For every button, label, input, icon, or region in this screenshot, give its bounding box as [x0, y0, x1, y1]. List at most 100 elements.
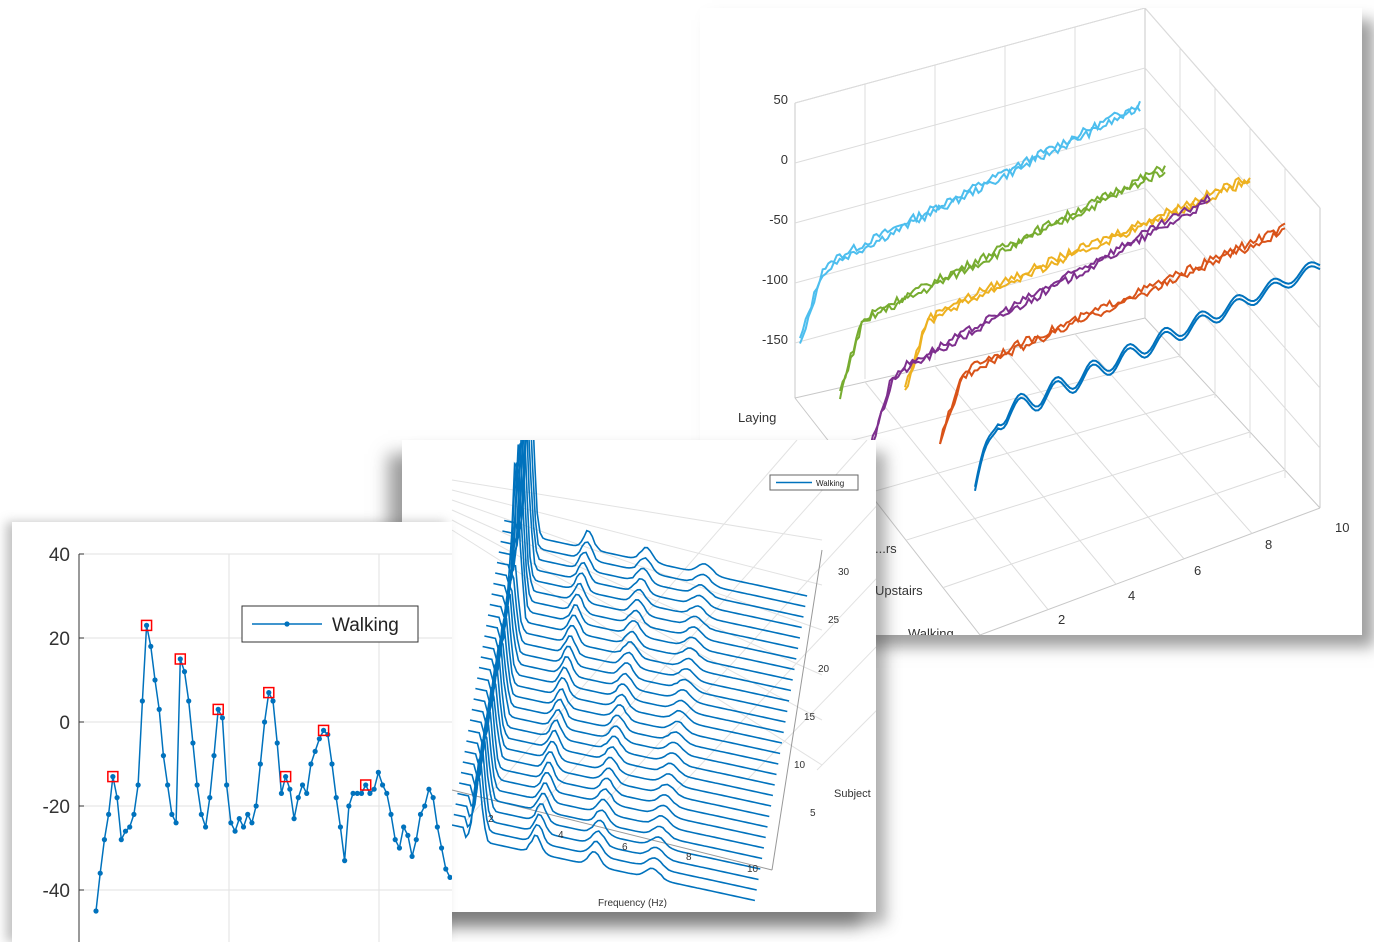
data-point — [278, 790, 285, 796]
y-tick-label: 5 — [810, 808, 816, 819]
data-point — [215, 706, 221, 712]
subject-trace — [504, 440, 808, 597]
data-point — [257, 761, 263, 767]
data-point — [224, 782, 230, 788]
grid-line — [451, 479, 823, 541]
grid-line — [1144, 67, 1321, 269]
grid-line — [536, 440, 868, 811]
data-point — [169, 811, 175, 817]
data-point — [93, 908, 99, 914]
grid-line — [1144, 187, 1321, 389]
x-tick-label: 2 — [488, 814, 494, 825]
data-point — [110, 774, 116, 780]
data-point — [211, 753, 217, 759]
subject-trace — [466, 686, 770, 818]
y-tick-label: 30 — [838, 567, 850, 578]
data-point — [118, 837, 124, 843]
data-point — [354, 790, 360, 796]
peak-marker — [317, 724, 330, 737]
y-tick-label: Upstairs — [875, 583, 923, 598]
subject-trace — [453, 758, 757, 891]
peak-marker — [107, 770, 119, 783]
subject-trace — [487, 564, 792, 692]
data-point — [438, 845, 445, 851]
data-point — [152, 677, 158, 683]
y-tick-label: -20 — [43, 797, 70, 818]
data-point — [316, 736, 322, 742]
data-point — [405, 832, 411, 838]
y-tick-label: 20 — [49, 629, 70, 650]
grid-line — [1144, 8, 1321, 209]
data-point — [379, 782, 386, 788]
y-tick-label: -40 — [43, 881, 70, 902]
data-point — [240, 824, 247, 830]
data-point — [443, 866, 449, 872]
subject-trace — [495, 441, 799, 650]
grid-line — [868, 393, 1216, 494]
data-point — [337, 824, 344, 830]
x-tick-label: 8 — [686, 852, 692, 863]
subject-trace — [498, 440, 802, 629]
box-edge — [794, 317, 1146, 399]
data-point — [299, 782, 306, 788]
data-point — [333, 795, 339, 801]
data-point — [270, 698, 276, 704]
data-point — [312, 748, 318, 754]
y-tick-label: 40 — [49, 545, 70, 566]
data-point — [127, 824, 133, 830]
peak-marker — [212, 703, 224, 716]
y-axis-line — [771, 549, 823, 871]
data-point — [245, 811, 251, 817]
data-point — [202, 824, 209, 830]
data-point — [101, 837, 108, 843]
z-tick-label: 0 — [781, 152, 788, 167]
x-axis-label: Frequency (Hz) — [598, 898, 667, 909]
walking-spectrum-svg: 40 20 0 -20 -40 Walking — [43, 545, 452, 942]
data-point — [325, 732, 331, 738]
subject-trace — [493, 444, 797, 660]
data-point — [207, 795, 213, 801]
x-tick-label: 2 — [1058, 612, 1065, 627]
data-point — [173, 820, 179, 826]
data-point — [156, 706, 162, 712]
series-line-sitting — [839, 165, 1166, 392]
data-point — [329, 761, 335, 767]
subject-trace — [478, 617, 783, 744]
subject-trace — [471, 658, 775, 786]
data-point — [274, 740, 280, 746]
subject-trace — [462, 711, 766, 839]
data-point — [320, 727, 327, 733]
series-line-laying — [799, 100, 1141, 339]
y-axis-label: Subject — [834, 788, 871, 800]
data-point — [266, 690, 272, 696]
grid-line — [1144, 247, 1321, 449]
data-point — [287, 786, 293, 792]
data-point — [409, 853, 415, 859]
data-point — [143, 622, 150, 628]
legend-marker — [284, 621, 290, 627]
data-point — [346, 803, 352, 809]
data-point — [253, 803, 259, 809]
data-point — [160, 753, 167, 759]
y-tick-label: Walking — [908, 626, 954, 635]
data-point — [135, 782, 141, 788]
z-tick-label: -50 — [769, 212, 788, 227]
data-point — [384, 790, 390, 796]
subject-trace — [473, 644, 777, 776]
series-line-sitting — [839, 170, 1166, 400]
subject-trace — [469, 663, 774, 797]
subject-trace — [468, 676, 772, 807]
z-tick-label: -100 — [762, 272, 788, 287]
data-point — [236, 816, 242, 822]
data-point — [232, 828, 238, 834]
subject-trace — [475, 636, 779, 765]
data-point — [283, 774, 289, 780]
x-tick-label: 6 — [622, 842, 628, 853]
subject-trace — [451, 771, 756, 902]
x-tick-label: 4 — [1128, 588, 1135, 603]
subject-trace — [457, 739, 761, 870]
waterfall-chart: 2 4 6 8 10 5 10 15 20 25 30 Frequency (Hz) Subject Wa… — [402, 440, 876, 912]
series-line-walking — [974, 261, 1321, 488]
data-point — [249, 820, 255, 826]
data-point — [413, 837, 419, 843]
